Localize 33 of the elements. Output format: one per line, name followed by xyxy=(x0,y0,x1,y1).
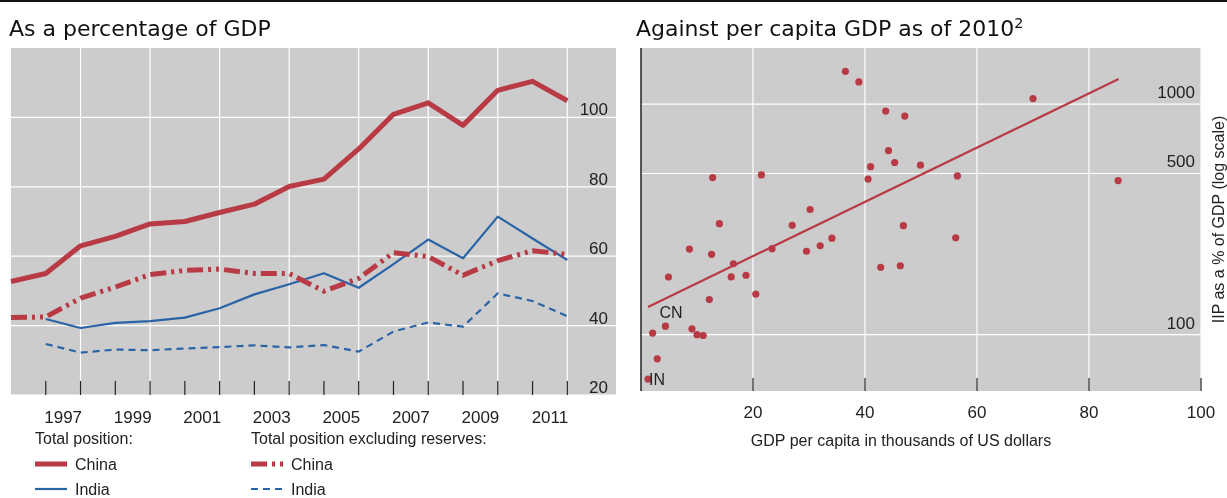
x-tick-label: 40 xyxy=(855,403,875,422)
x-tick-label: 100 xyxy=(1186,403,1216,422)
x-tick-label: 2003 xyxy=(252,408,291,427)
x-tick-label: 20 xyxy=(743,403,763,422)
text: Total position excluding reserves: xyxy=(251,430,487,447)
legend-label: India xyxy=(75,481,110,498)
legend-label: China xyxy=(75,456,117,473)
x-tick-label: 1999 xyxy=(113,408,152,427)
chart-title: Against per capita GDP as of 2010$^{2}$ xyxy=(636,15,1024,41)
text: Total position: xyxy=(35,430,133,447)
x-tick-label: 80 xyxy=(1079,403,1099,422)
x-tick-label: 60 xyxy=(967,403,987,422)
y-tick-label: 1000 xyxy=(1157,83,1195,103)
legend-label: China xyxy=(291,456,333,473)
x-axis-title: GDP per capita in thousands of US dollars xyxy=(750,432,1052,449)
y-tick-label: 40 xyxy=(589,308,608,328)
y-axis-title: IIP as a % of GDP (log scale) xyxy=(1210,115,1227,324)
y-tick-label: 60 xyxy=(589,239,608,259)
annotation: IN xyxy=(649,371,665,389)
x-tick-label: 1997 xyxy=(44,408,83,427)
x-tick-label: 2001 xyxy=(183,408,222,427)
y-tick-label: 100 xyxy=(579,100,608,120)
x-tick-label: 2007 xyxy=(391,408,430,427)
annotation: CN xyxy=(659,304,683,322)
y-tick-label: 500 xyxy=(1166,152,1195,172)
y-tick-label: 80 xyxy=(589,169,608,189)
legend-label: India xyxy=(291,481,326,498)
y-tick-label: 100 xyxy=(1166,313,1195,333)
y-tick-label: 20 xyxy=(589,378,608,397)
chart-title: As a percentage of GDP xyxy=(9,16,271,41)
x-tick-label: 2009 xyxy=(461,408,500,427)
x-tick-label: 2011 xyxy=(531,408,569,427)
x-tick-label: 2005 xyxy=(322,408,361,427)
